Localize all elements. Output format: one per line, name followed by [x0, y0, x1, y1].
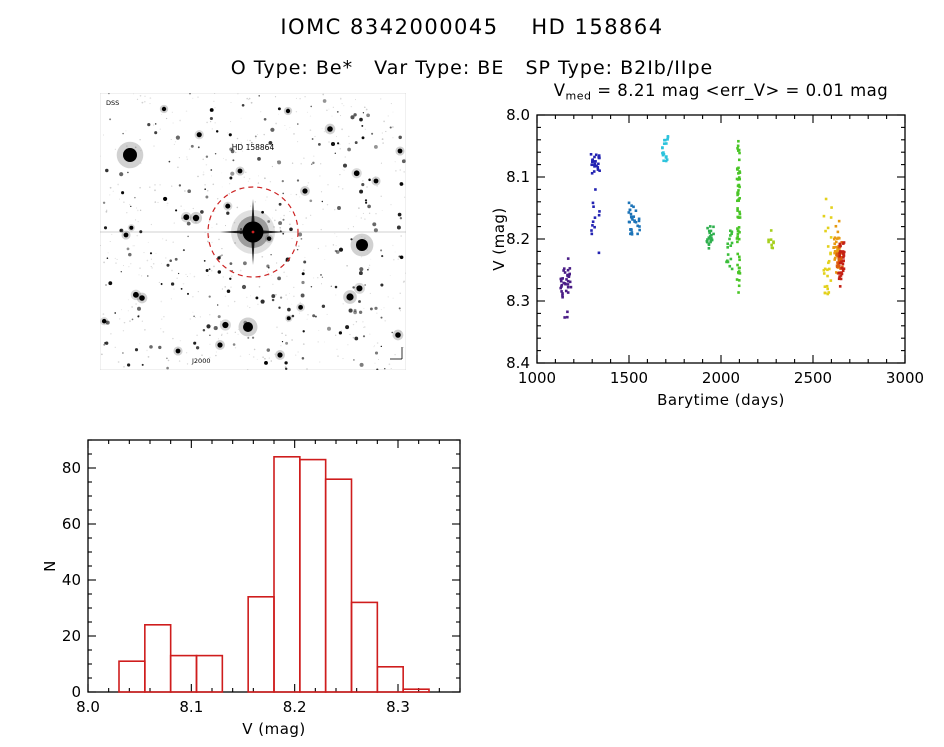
- x-axis-label: Barytime (days): [657, 391, 785, 409]
- axes: 1000 1500 2000 2500 3000 8.0 8.1 8.2 8.3 8.4 Baryt…: [490, 106, 924, 409]
- x-tick-label: 8.2: [283, 698, 307, 716]
- compass-icon: [390, 347, 403, 360]
- page-title: IOMC 8342000045 HD 158864: [280, 15, 664, 39]
- plot-frame: [536, 114, 906, 364]
- y-tick-label: 8.2: [506, 230, 530, 248]
- histogram-plot: 8.0 8.1 8.2 8.3 0 20 40 60 80 V (mag) N: [41, 439, 461, 738]
- x-tick-label: 2500: [794, 369, 832, 387]
- target-center-dot: [251, 230, 255, 234]
- finder-corner-label: DSS: [106, 99, 119, 107]
- histogram-bars: [118, 455, 430, 693]
- y-tick-label: 40: [62, 571, 81, 589]
- x-axis-label: V (mag): [242, 720, 306, 738]
- data-points: [559, 135, 846, 319]
- y-tick-label: 8.3: [506, 292, 530, 310]
- y-tick-label: 60: [62, 515, 81, 533]
- y-tick-label: 8.4: [506, 354, 530, 372]
- y-axis-label: N: [41, 560, 59, 572]
- x-tick-label: 2000: [702, 369, 740, 387]
- x-tick-label: 8.3: [386, 698, 410, 716]
- finder-footer-label: J2000: [191, 357, 210, 365]
- star-field: [100, 93, 406, 370]
- y-tick-label: 8.1: [506, 168, 530, 186]
- x-tick-label: 8.0: [76, 698, 100, 716]
- x-tick-label: 1000: [518, 369, 556, 387]
- x-tick-label: 1500: [610, 369, 648, 387]
- finder-chart: HD 158864 DSS J2000: [100, 93, 406, 370]
- y-axis-label: V (mag): [490, 207, 508, 271]
- y-tick-label: 80: [62, 459, 81, 477]
- target-circle: [207, 186, 299, 278]
- tick-marks: [536, 114, 906, 364]
- x-tick-label: 8.1: [179, 698, 203, 716]
- y-tick-label: 8.0: [506, 106, 530, 124]
- finder-target-label: HD 158864: [232, 143, 275, 152]
- y-tick-label: 20: [62, 627, 81, 645]
- lightcurve-plot: 1000 1500 2000 2500 3000 8.0 8.1 8.2 8.3 8.4 Baryt…: [490, 82, 924, 409]
- axes: 8.0 8.1 8.2 8.3 0 20 40 60 80 V (mag) N: [41, 439, 461, 738]
- page-subtitle: O Type: Be* Var Type: BE SP Type: B2Ib/I…: [230, 57, 714, 79]
- x-tick-label: 3000: [886, 369, 924, 387]
- y-tick-label: 0: [71, 683, 81, 701]
- lightcurve-title: Vmed = 8.21 mag <err_V> = 0.01 mag: [554, 82, 889, 103]
